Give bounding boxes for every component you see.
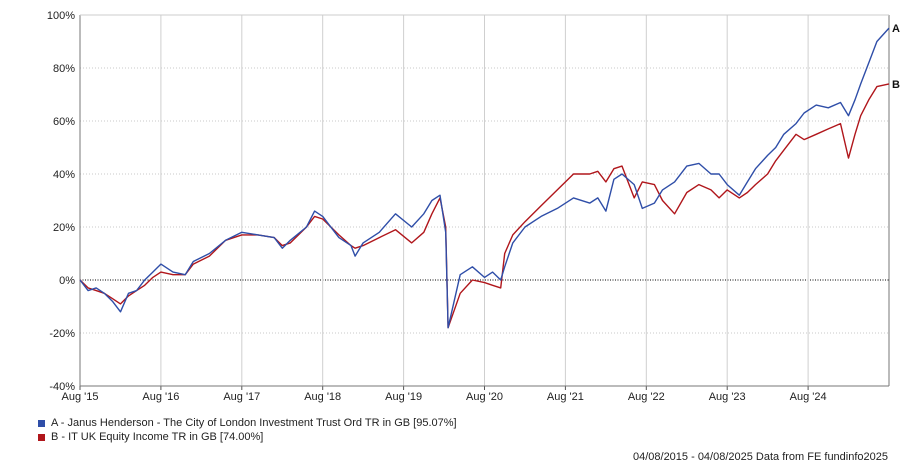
x-tick-label: Aug '19 bbox=[385, 391, 422, 403]
series-line-b bbox=[79, 83, 890, 329]
x-tick-label: Aug '22 bbox=[628, 391, 665, 403]
y-tick-label: -40% bbox=[49, 381, 75, 393]
legend-label-b: B - IT UK Equity Income TR in GB [74.00%… bbox=[51, 431, 264, 443]
legend-swatch-a bbox=[38, 419, 45, 427]
x-tick-label: Aug '20 bbox=[466, 391, 503, 403]
footer-date-range: 04/08/2015 - 04/08/2025 Data from FE fun… bbox=[632, 451, 888, 463]
y-tick-label: 20% bbox=[53, 222, 75, 234]
legend-item-a: A - Janus Henderson - The City of London… bbox=[38, 416, 457, 430]
x-tick-label: Aug '16 bbox=[142, 391, 179, 403]
x-tick-label: Aug '17 bbox=[223, 391, 260, 403]
grid bbox=[80, 14, 889, 387]
legend-label-a: A - Janus Henderson - The City of London… bbox=[51, 417, 457, 429]
series-end-label-b: B bbox=[892, 79, 900, 91]
performance-chart: 100% 80% 60% 40% 20% 0% -20% -40%Aug '15 Aug '16… bbox=[47, 10, 900, 403]
series-lines bbox=[79, 27, 890, 329]
tick-labels: 100% 80% 60% 40% 20% 0% -20% -40%Aug '15 Aug '16… bbox=[47, 10, 900, 403]
x-tick-label: Aug '18 bbox=[304, 391, 341, 403]
y-tick-label: 0% bbox=[59, 275, 75, 287]
y-tick-label: 100% bbox=[47, 10, 75, 22]
x-tick-label: Aug '21 bbox=[547, 391, 584, 403]
series-end-label-a: A bbox=[892, 23, 900, 35]
axes bbox=[79, 14, 890, 390]
legend: A - Janus Henderson - The City of London… bbox=[38, 416, 457, 444]
x-tick-label: Aug '23 bbox=[709, 391, 746, 403]
y-tick-label: 80% bbox=[53, 63, 75, 75]
x-tick-label: Aug '24 bbox=[790, 391, 827, 403]
y-tick-label: 40% bbox=[53, 169, 75, 181]
series-line-a bbox=[79, 27, 890, 329]
y-tick-label: -20% bbox=[49, 328, 75, 340]
legend-item-b: B - IT UK Equity Income TR in GB [74.00%… bbox=[38, 430, 457, 444]
y-tick-label: 60% bbox=[53, 116, 75, 128]
legend-swatch-b bbox=[38, 433, 45, 441]
x-tick-label: Aug '15 bbox=[62, 391, 99, 403]
